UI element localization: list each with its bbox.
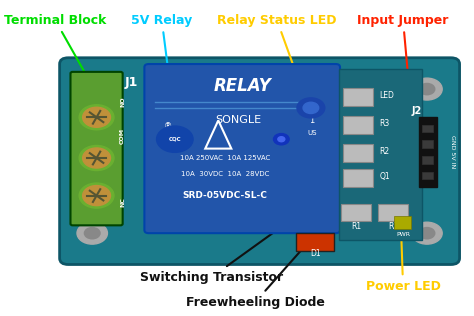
Text: US: US [307, 130, 317, 136]
Circle shape [156, 126, 193, 152]
FancyBboxPatch shape [344, 169, 374, 187]
Circle shape [77, 222, 108, 244]
Text: 5V Relay: 5V Relay [131, 14, 192, 137]
Text: LED: LED [379, 91, 394, 100]
Bar [422, 172, 434, 179]
Circle shape [79, 145, 114, 171]
Bar [422, 125, 434, 132]
Text: RELAY: RELAY [213, 77, 271, 95]
Text: Power LED: Power LED [365, 227, 440, 293]
Text: SRD-05VDC-SL-C: SRD-05VDC-SL-C [182, 191, 267, 200]
FancyBboxPatch shape [419, 117, 437, 187]
Bar [422, 140, 434, 148]
Text: ®: ® [164, 122, 173, 131]
Circle shape [84, 228, 100, 239]
FancyBboxPatch shape [344, 88, 374, 106]
Text: CQC: CQC [169, 137, 181, 142]
Circle shape [419, 228, 435, 239]
Bar [422, 156, 434, 164]
FancyBboxPatch shape [378, 204, 408, 221]
Circle shape [297, 98, 325, 118]
Text: Terminal Block: Terminal Block [4, 14, 110, 118]
FancyBboxPatch shape [71, 72, 123, 225]
Circle shape [82, 148, 110, 168]
Text: R1: R1 [351, 222, 361, 231]
Text: J2: J2 [412, 106, 422, 116]
FancyBboxPatch shape [344, 116, 374, 134]
FancyBboxPatch shape [296, 233, 334, 251]
Circle shape [407, 219, 447, 247]
FancyBboxPatch shape [341, 204, 371, 221]
Text: R2: R2 [379, 147, 389, 156]
Circle shape [79, 183, 114, 208]
Circle shape [84, 83, 100, 95]
Circle shape [79, 105, 114, 130]
FancyBboxPatch shape [344, 144, 374, 162]
Circle shape [412, 78, 442, 100]
Circle shape [407, 75, 447, 103]
Text: GND 5V IN: GND 5V IN [450, 135, 455, 168]
Circle shape [73, 219, 112, 247]
Text: Switching Transistor: Switching Transistor [140, 228, 283, 283]
Circle shape [273, 134, 289, 145]
Circle shape [419, 83, 435, 95]
Text: R3: R3 [379, 119, 390, 128]
Text: 10A  30VDC  10A  28VDC: 10A 30VDC 10A 28VDC [181, 171, 269, 177]
Circle shape [82, 185, 110, 206]
Circle shape [303, 102, 319, 113]
Text: Q1: Q1 [379, 172, 390, 181]
Text: PWR: PWR [396, 232, 410, 237]
Text: J1: J1 [125, 76, 138, 89]
Text: NC: NC [120, 197, 125, 207]
Circle shape [278, 137, 285, 142]
Text: SONGLE: SONGLE [215, 115, 261, 125]
Text: NO: NO [120, 96, 125, 107]
Text: COM: COM [120, 128, 125, 144]
FancyBboxPatch shape [145, 64, 340, 233]
Circle shape [77, 78, 108, 100]
Text: 1: 1 [309, 116, 314, 125]
FancyBboxPatch shape [339, 69, 422, 240]
Text: D1: D1 [310, 249, 320, 258]
FancyBboxPatch shape [394, 216, 411, 229]
Circle shape [412, 222, 442, 244]
Text: 10A 250VAC  10A 125VAC: 10A 250VAC 10A 125VAC [180, 155, 270, 161]
Circle shape [82, 107, 110, 127]
Text: Input Jumper: Input Jumper [357, 14, 449, 186]
Text: Relay Status LED: Relay Status LED [217, 14, 337, 174]
Circle shape [73, 75, 112, 103]
Text: Freewheeling Diode: Freewheeling Diode [186, 248, 325, 309]
Text: R7: R7 [388, 222, 398, 231]
FancyBboxPatch shape [60, 58, 460, 264]
